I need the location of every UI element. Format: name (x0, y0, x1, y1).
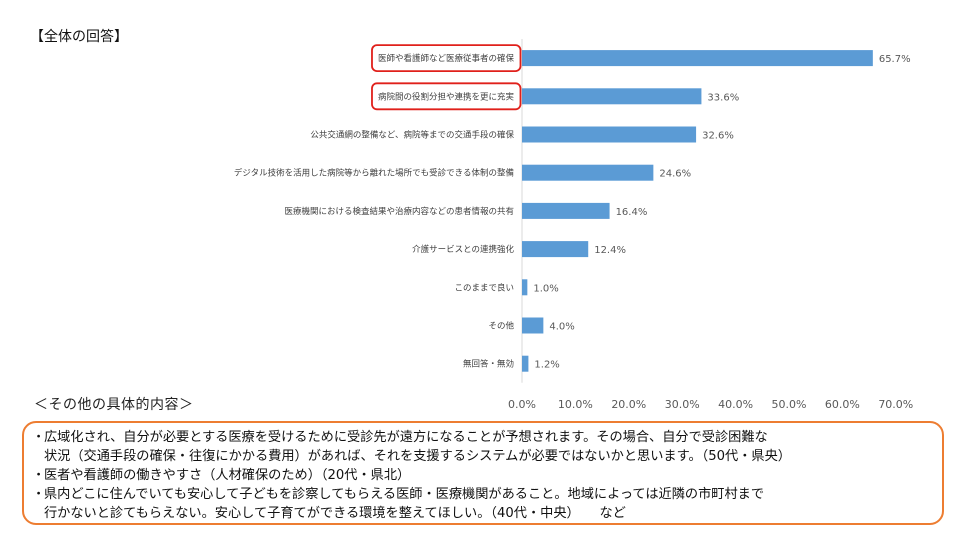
category-label: 病院間の役割分担や連携を更に充実 (378, 91, 515, 102)
category-label: 医師や看護師など医療従事者の確保 (378, 53, 515, 64)
category-label: デジタル技術を活用した病院等から離れた場所でも受診できる体制の整備 (234, 168, 515, 179)
category-label: このままで良い (454, 282, 514, 293)
value-label: 32.6% (702, 131, 734, 142)
category-label: その他 (488, 321, 514, 332)
comment-item: ・ 県内どこに住んでいても安心して子どもを診察してもらえる医師・医療機関があるこ… (32, 485, 934, 523)
highlight-box (371, 82, 522, 111)
bar (522, 241, 589, 258)
comment-item: ・ 広域化され、自分が必要とする医療を受けるために受診先が遠方になることが予想さ… (32, 428, 934, 466)
value-label: 16.4% (616, 207, 648, 218)
bar (522, 279, 528, 296)
category-label: 公共交通網の整備など、病院等までの交通手段の確保 (310, 130, 514, 141)
horizontal-bar-chart: 医師や看護師など医療従事者の確保 65.7% 病院間の役割分担や連携を更に充実 33.… (234, 39, 913, 411)
category-label: 介護サービスとの連携強化 (412, 244, 514, 255)
bar (522, 202, 610, 219)
bar (522, 317, 544, 334)
x-tick-label: 0.0% (508, 398, 536, 411)
comment-text: 県内どこに住んでいても安心して子どもを診察してもらえる医師・医療機関があること。… (44, 487, 765, 521)
value-label: 24.6% (659, 169, 691, 180)
comment-text: 医者や看護師の働きやすさ（人材確保のため）（20代・県北） (44, 468, 411, 483)
bullet-mark: ・ (32, 468, 46, 483)
x-tick-label: 50.0% (772, 398, 807, 411)
chart-section-title: 【全体の回答】 (30, 29, 128, 45)
value-label: 1.2% (534, 360, 559, 371)
bar (522, 50, 873, 67)
other-details-heading: ＜その他の具体的内容＞ (34, 397, 194, 413)
value-label: 4.0% (549, 322, 574, 333)
x-tick-label: 30.0% (665, 398, 700, 411)
bar (522, 164, 654, 181)
x-tick-label: 60.0% (825, 398, 860, 411)
bullet-mark: ・ (32, 430, 46, 445)
category-label: 無回答・無効 (463, 359, 514, 370)
highlight-box (371, 44, 522, 72)
bar (522, 355, 529, 372)
x-tick-label: 10.0% (558, 398, 593, 411)
comment-item: ・ 医者や看護師の働きやすさ（人材確保のため）（20代・県北） (32, 466, 934, 485)
value-label: 1.0% (533, 283, 558, 294)
bar (522, 126, 697, 143)
x-tick-label: 20.0% (611, 398, 646, 411)
bullet-mark: ・ (32, 487, 46, 502)
value-label: 65.7% (879, 54, 911, 65)
category-label: 医療機関における検査結果や治療内容などの患者情報の共有 (284, 206, 514, 217)
bar (522, 88, 702, 105)
x-tick-label: 40.0% (718, 398, 753, 411)
value-label: 33.6% (707, 92, 739, 103)
x-tick-label: 70.0% (878, 398, 913, 411)
other-details-box: ・ 広域化され、自分が必要とする医療を受けるために受診先が遠方になることが予想さ… (22, 421, 944, 525)
value-label: 12.4% (594, 245, 626, 256)
comment-text: 広域化され、自分が必要とする医療を受けるために受診先が遠方になることが予想されま… (44, 430, 791, 464)
